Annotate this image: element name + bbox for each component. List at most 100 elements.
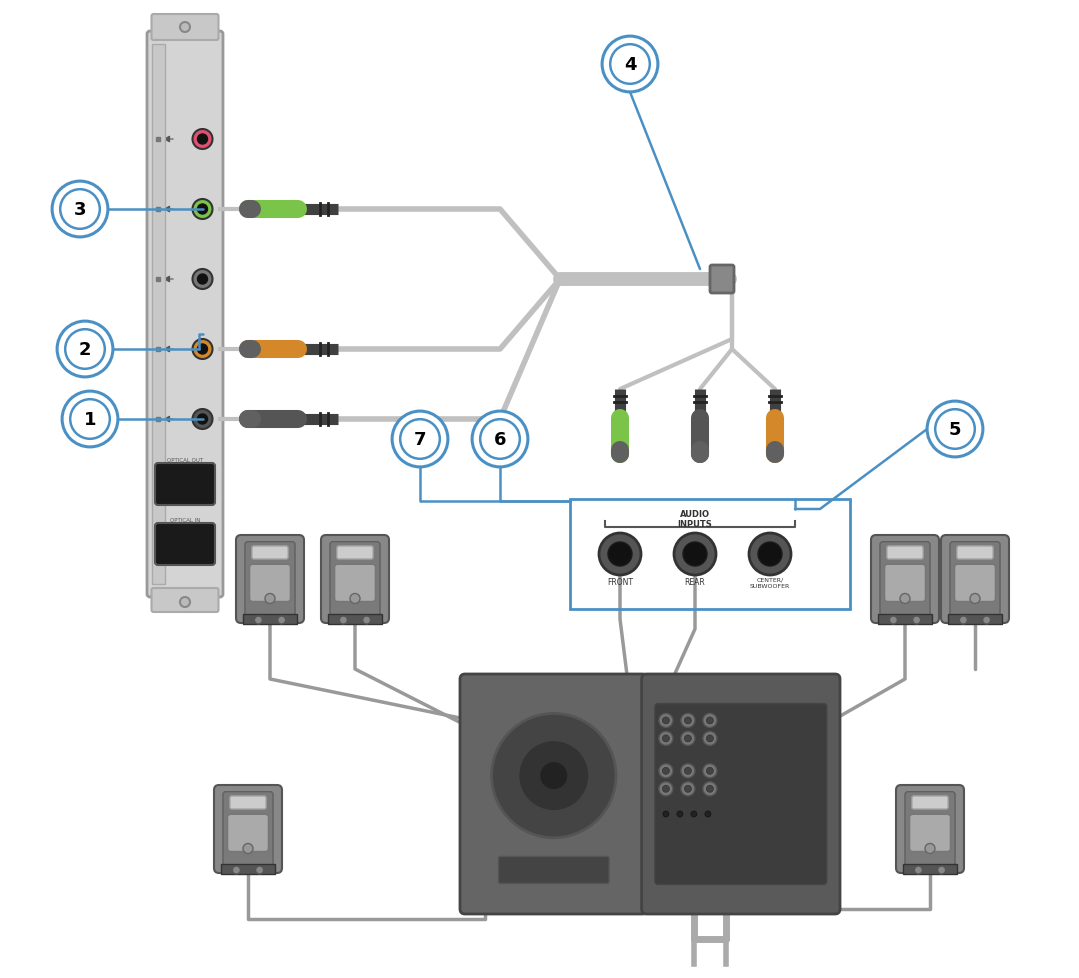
FancyBboxPatch shape xyxy=(155,464,215,506)
FancyBboxPatch shape xyxy=(337,547,373,559)
Circle shape xyxy=(691,811,697,818)
Text: 2: 2 xyxy=(79,340,92,359)
Circle shape xyxy=(192,200,213,220)
Circle shape xyxy=(935,410,974,449)
Circle shape xyxy=(232,867,241,874)
Text: CENTER/
SUBWOOFER: CENTER/ SUBWOOFER xyxy=(750,577,790,588)
FancyBboxPatch shape xyxy=(328,614,382,624)
Circle shape xyxy=(674,533,716,575)
FancyBboxPatch shape xyxy=(460,674,647,914)
Circle shape xyxy=(197,204,207,215)
FancyBboxPatch shape xyxy=(244,614,297,624)
Circle shape xyxy=(256,867,263,874)
FancyBboxPatch shape xyxy=(887,547,924,559)
Circle shape xyxy=(340,616,347,624)
Circle shape xyxy=(65,330,105,370)
Circle shape xyxy=(702,732,716,745)
Circle shape xyxy=(192,270,213,289)
Circle shape xyxy=(959,616,968,624)
Text: OPTICAL OUT: OPTICAL OUT xyxy=(167,458,203,463)
Circle shape xyxy=(983,616,991,624)
Circle shape xyxy=(350,594,360,603)
Circle shape xyxy=(707,785,713,792)
Circle shape xyxy=(659,732,673,745)
Text: 5: 5 xyxy=(948,421,961,438)
Circle shape xyxy=(392,412,448,467)
Circle shape xyxy=(684,768,692,775)
FancyBboxPatch shape xyxy=(910,815,951,852)
Circle shape xyxy=(707,717,713,724)
Circle shape xyxy=(659,782,673,796)
Circle shape xyxy=(663,768,669,775)
Circle shape xyxy=(480,420,520,460)
Circle shape xyxy=(707,735,713,742)
Circle shape xyxy=(749,533,791,575)
FancyBboxPatch shape xyxy=(878,614,931,624)
Circle shape xyxy=(243,844,252,854)
FancyBboxPatch shape xyxy=(334,564,375,601)
Circle shape xyxy=(255,616,262,624)
Text: 7: 7 xyxy=(413,430,426,449)
FancyBboxPatch shape xyxy=(249,564,290,601)
FancyBboxPatch shape xyxy=(151,15,219,41)
Circle shape xyxy=(707,768,713,775)
FancyBboxPatch shape xyxy=(320,535,390,623)
Circle shape xyxy=(925,844,935,854)
Circle shape xyxy=(914,867,923,874)
FancyBboxPatch shape xyxy=(236,535,304,623)
FancyBboxPatch shape xyxy=(151,589,219,612)
FancyBboxPatch shape xyxy=(147,32,223,598)
FancyBboxPatch shape xyxy=(941,535,1009,623)
Circle shape xyxy=(681,714,695,728)
Circle shape xyxy=(938,867,945,874)
Circle shape xyxy=(492,714,616,838)
Circle shape xyxy=(265,594,275,603)
Circle shape xyxy=(599,533,641,575)
Circle shape xyxy=(681,732,695,745)
Circle shape xyxy=(197,415,207,424)
Circle shape xyxy=(607,543,632,566)
Circle shape xyxy=(684,717,692,724)
FancyBboxPatch shape xyxy=(330,542,380,617)
Circle shape xyxy=(70,400,110,439)
Text: 1: 1 xyxy=(84,411,96,428)
Circle shape xyxy=(611,45,650,85)
Circle shape xyxy=(900,594,910,603)
Circle shape xyxy=(197,344,207,355)
FancyBboxPatch shape xyxy=(880,542,930,617)
Circle shape xyxy=(197,135,207,145)
Circle shape xyxy=(663,735,669,742)
FancyBboxPatch shape xyxy=(642,674,839,914)
FancyBboxPatch shape xyxy=(655,704,827,884)
FancyBboxPatch shape xyxy=(948,614,1001,624)
Text: AUDIO
INPUTS: AUDIO INPUTS xyxy=(678,510,712,529)
Text: OPTICAL IN: OPTICAL IN xyxy=(169,517,201,522)
FancyBboxPatch shape xyxy=(155,523,215,565)
Circle shape xyxy=(759,543,782,566)
Circle shape xyxy=(180,22,190,33)
Circle shape xyxy=(702,714,716,728)
Circle shape xyxy=(277,616,286,624)
Circle shape xyxy=(192,130,213,150)
FancyBboxPatch shape xyxy=(221,865,275,874)
FancyBboxPatch shape xyxy=(223,792,273,867)
Text: REAR: REAR xyxy=(684,577,706,587)
FancyBboxPatch shape xyxy=(214,785,282,873)
FancyBboxPatch shape xyxy=(245,542,295,617)
Circle shape xyxy=(681,764,695,778)
Circle shape xyxy=(192,339,213,360)
FancyBboxPatch shape xyxy=(950,542,1000,617)
FancyBboxPatch shape xyxy=(710,266,734,293)
Circle shape xyxy=(192,410,213,429)
Text: FRONT: FRONT xyxy=(607,577,633,587)
Circle shape xyxy=(663,785,669,792)
Circle shape xyxy=(684,785,692,792)
Circle shape xyxy=(540,762,568,790)
Circle shape xyxy=(518,740,589,812)
Circle shape xyxy=(663,717,669,724)
Circle shape xyxy=(659,714,673,728)
Circle shape xyxy=(52,182,108,238)
Text: 6: 6 xyxy=(494,430,506,449)
Circle shape xyxy=(400,420,440,460)
Circle shape xyxy=(180,598,190,607)
